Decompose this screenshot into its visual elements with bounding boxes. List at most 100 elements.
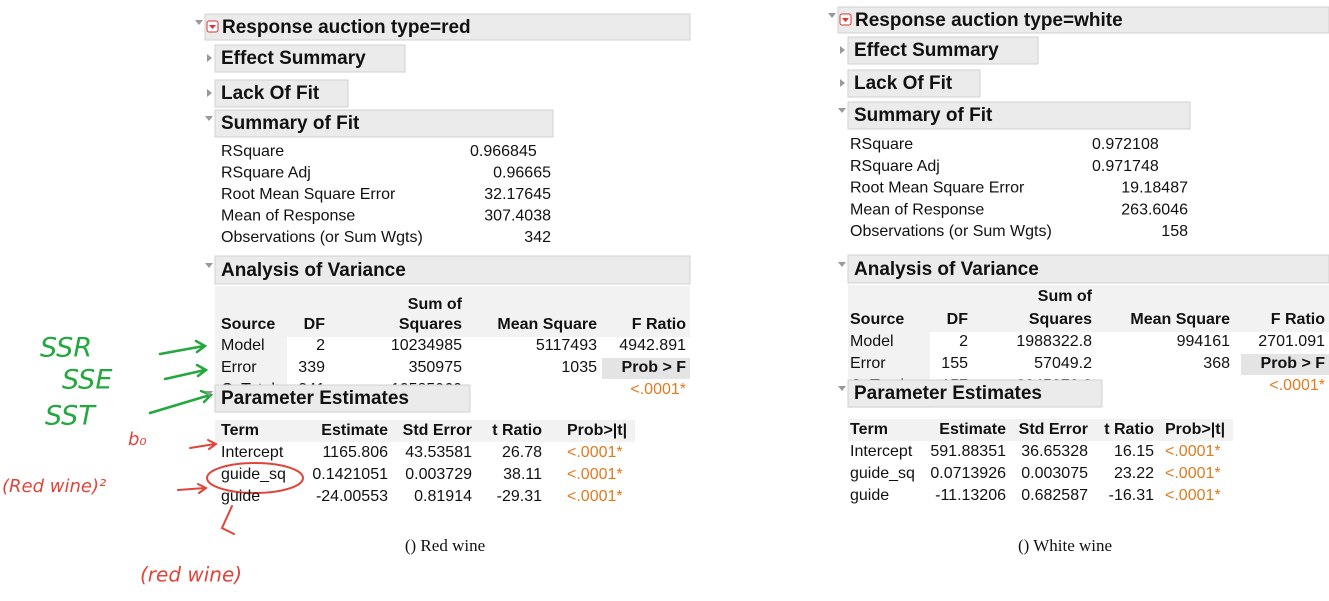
p-value: <.0001*	[1165, 487, 1221, 504]
column-header: F Ratio	[632, 316, 686, 333]
table-cell: 38.11	[503, 466, 542, 483]
fit-label: Mean of Response	[850, 201, 984, 218]
table-cell: guide_sq	[221, 466, 286, 483]
column-header: Sum of	[1038, 288, 1093, 305]
table-cell: -24.00553	[316, 488, 388, 505]
table-cell: guide	[221, 488, 260, 505]
table-cell: Model	[850, 333, 894, 350]
menu-icon-arrow	[842, 18, 849, 22]
section-header	[214, 255, 691, 285]
section-title: Parameter Estimates	[854, 383, 1042, 404]
section-title: Lack Of Fit	[221, 83, 320, 104]
p-value: <.0001*	[567, 488, 623, 505]
disclosure-icon	[195, 20, 203, 25]
fit-label: Observations (or Sum Wgts)	[221, 229, 423, 246]
column-header: Squares	[1029, 311, 1092, 328]
table-cell: 16.15	[1114, 443, 1154, 460]
column-header: Source	[850, 311, 904, 328]
arrow	[220, 505, 235, 535]
table-cell: 1165.806	[322, 444, 388, 461]
handwriting-marks	[148, 339, 304, 535]
handwritten-note: SSE	[62, 365, 112, 396]
table-cell: 57049.2	[1034, 355, 1092, 372]
table-cell: 0.0713926	[930, 465, 1006, 482]
arrow	[189, 439, 218, 450]
fit-label: RSquare Adj	[850, 158, 940, 175]
column-header: Sum of	[408, 296, 463, 313]
fit-label: RSquare	[221, 143, 284, 160]
arrow	[177, 483, 208, 494]
table-cell: 43.53581	[405, 444, 472, 461]
table-cell: 0.1421051	[312, 466, 388, 483]
column-header: Std Error	[1019, 421, 1088, 438]
section-header	[847, 69, 981, 98]
column-header: Mean Square	[497, 316, 597, 333]
section-header	[214, 44, 406, 73]
disclosure-icon	[840, 79, 845, 87]
table-cell: Intercept	[221, 444, 284, 461]
table-cell: Error	[850, 355, 886, 372]
prob-label-bg	[1241, 354, 1329, 375]
section-header	[214, 79, 349, 108]
table-cell: 23.22	[1114, 465, 1154, 482]
table-cell: 591.88351	[930, 443, 1006, 460]
arrow	[148, 389, 214, 415]
section-header	[214, 109, 554, 138]
fit-value: 342	[524, 229, 551, 246]
prob-label: Prob > F	[1261, 355, 1326, 372]
table-cell: Intercept	[850, 443, 913, 460]
table-cell: 368	[1203, 355, 1230, 372]
table-cell: guide_sq	[850, 465, 915, 482]
panel-title: Response auction type=red	[222, 17, 471, 38]
table-cell: Error	[221, 359, 257, 376]
column-header: t Ratio	[1104, 421, 1154, 438]
handwritten-note: (Red wine)²	[2, 476, 106, 497]
fit-value: 0.972108	[1092, 136, 1159, 153]
table-cell: -16.31	[1109, 487, 1154, 504]
table-cell: 0.81914	[414, 488, 472, 505]
column-header: Estimate	[321, 422, 388, 439]
column-header: Estimate	[939, 421, 1006, 438]
fit-value: 0.966845	[470, 143, 537, 160]
fit-value: 263.6046	[1121, 201, 1188, 218]
section-title: Lack Of Fit	[854, 73, 953, 94]
table-cell: 36.65328	[1021, 443, 1088, 460]
table-header-bg	[215, 420, 635, 442]
caption: () White wine	[1018, 536, 1112, 555]
panel-title: Response auction type=white	[855, 10, 1123, 31]
table-header-bg	[215, 286, 690, 337]
section-header	[847, 254, 1329, 284]
arrow	[158, 339, 208, 356]
fit-label: Root Mean Square Error	[850, 180, 1025, 197]
column-header: Prob>|t|	[1165, 421, 1225, 438]
disclosure-icon	[838, 386, 846, 391]
column-header: Prob>|t|	[567, 422, 627, 439]
table-cell: 0.003075	[1021, 465, 1088, 482]
table-header-bg	[848, 419, 1233, 441]
section-title: Analysis of Variance	[221, 260, 406, 281]
table-cell: 1035	[561, 359, 597, 376]
table-cell: -11.13206	[935, 487, 1006, 504]
column-header: Source	[221, 316, 275, 333]
table-cell: 1988322.8	[1016, 333, 1092, 350]
table-cell: 10234985	[391, 337, 462, 354]
column-header: Std Error	[403, 422, 472, 439]
column-header: Term	[221, 422, 259, 439]
table-cell: 0.003729	[405, 466, 472, 483]
disclosure-icon	[828, 13, 836, 18]
column-header: Term	[850, 421, 888, 438]
p-value: <.0001*	[1165, 443, 1221, 460]
table-cell: 4942.891	[619, 337, 686, 354]
table-cell: 350975	[409, 359, 462, 376]
circle-mark	[206, 462, 304, 494]
disclosure-icon	[207, 89, 212, 97]
section-title: Summary of Fit	[221, 113, 360, 134]
disclosure-icon	[207, 54, 212, 62]
table-cell: 0.682587	[1021, 487, 1088, 504]
fit-value: 307.4038	[484, 208, 551, 225]
section-title: Summary of Fit	[854, 105, 993, 126]
arrow	[163, 363, 209, 381]
section-title: Effect Summary	[854, 40, 999, 61]
disclosure-icon	[840, 46, 845, 54]
